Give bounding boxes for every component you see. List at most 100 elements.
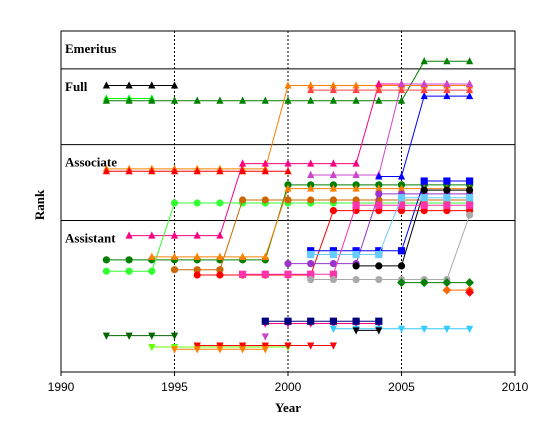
data-point	[329, 196, 337, 204]
data-point	[307, 85, 315, 94]
data-point	[375, 172, 383, 180]
data-point	[397, 85, 406, 94]
data-point	[170, 96, 179, 104]
data-point	[102, 332, 110, 340]
data-point	[329, 270, 337, 278]
series-line	[378, 95, 470, 177]
x-tick-label-2005: 2005	[388, 380, 415, 394]
data-point	[216, 96, 224, 104]
data-point	[352, 96, 360, 104]
series-32	[170, 346, 269, 354]
series-12	[170, 196, 474, 274]
data-point	[466, 57, 474, 65]
data-point	[193, 342, 201, 350]
data-point	[420, 57, 428, 65]
data-point	[375, 327, 383, 335]
data-point	[375, 201, 383, 209]
data-point	[102, 256, 110, 264]
data-point	[307, 317, 315, 325]
series-27	[329, 325, 474, 334]
data-point	[239, 342, 247, 350]
data-point	[216, 252, 224, 260]
data-point	[420, 177, 428, 185]
data-point	[284, 342, 292, 350]
data-point	[420, 325, 428, 334]
data-point	[170, 199, 179, 207]
data-point	[170, 166, 179, 175]
data-point	[216, 166, 224, 175]
data-point	[148, 166, 156, 175]
data-point	[261, 252, 269, 260]
data-point	[239, 166, 247, 175]
emeritus-band-label: Emeritus	[65, 41, 116, 56]
data-point	[352, 85, 360, 94]
data-point	[375, 247, 383, 255]
data-point	[352, 201, 360, 209]
data-point	[329, 206, 337, 215]
data-point	[466, 85, 474, 94]
data-point	[193, 271, 201, 279]
data-point	[239, 270, 247, 278]
series-9	[307, 85, 474, 94]
data-point	[443, 194, 451, 202]
series-20	[307, 194, 474, 259]
series-line	[310, 83, 470, 176]
data-point	[239, 159, 247, 167]
data-point	[307, 275, 315, 284]
data-point	[329, 342, 337, 350]
x-tick-label-1995: 1995	[161, 380, 188, 394]
data-point	[261, 166, 269, 175]
series-line	[310, 197, 470, 256]
x-axis-title: Year	[275, 400, 301, 415]
assistant-band-label: Assistant	[65, 230, 116, 245]
data-point	[466, 186, 474, 194]
series-21	[397, 278, 474, 287]
data-point	[193, 96, 201, 104]
series-18	[239, 201, 474, 278]
data-point	[420, 201, 428, 209]
data-point	[102, 96, 110, 104]
x-tick-label-2010: 2010	[502, 380, 529, 394]
data-point	[307, 342, 315, 350]
data-point	[307, 184, 315, 192]
series-13	[193, 206, 474, 279]
data-point	[284, 196, 292, 204]
data-point	[352, 159, 360, 167]
data-point	[397, 247, 406, 255]
data-point	[307, 270, 315, 278]
data-point	[125, 332, 133, 340]
series-8	[375, 91, 474, 180]
data-point	[443, 91, 451, 100]
data-point	[193, 252, 201, 260]
data-point	[170, 332, 179, 340]
series-line	[310, 180, 470, 252]
data-point	[239, 252, 247, 260]
data-point	[329, 81, 337, 89]
data-point	[352, 250, 360, 259]
series-5	[102, 166, 292, 175]
data-point	[148, 96, 156, 104]
data-point	[442, 278, 452, 287]
data-point	[352, 184, 360, 192]
series-3	[102, 57, 474, 104]
series-31	[193, 342, 337, 350]
series-line	[356, 189, 470, 267]
data-point	[307, 247, 315, 255]
data-point	[307, 170, 315, 178]
data-point	[420, 85, 428, 94]
series-29	[261, 333, 269, 341]
data-point	[170, 266, 179, 274]
data-point	[352, 317, 360, 325]
data-point	[307, 96, 315, 104]
data-point	[261, 317, 269, 325]
data-point	[125, 166, 133, 175]
data-point	[397, 278, 406, 287]
data-point	[193, 266, 201, 274]
y-axis-title: Rank	[32, 189, 47, 220]
data-point	[284, 166, 292, 175]
data-point	[148, 81, 156, 89]
data-point	[125, 267, 133, 275]
data-point	[193, 166, 201, 175]
data-point	[397, 201, 406, 209]
data-point	[307, 81, 315, 89]
